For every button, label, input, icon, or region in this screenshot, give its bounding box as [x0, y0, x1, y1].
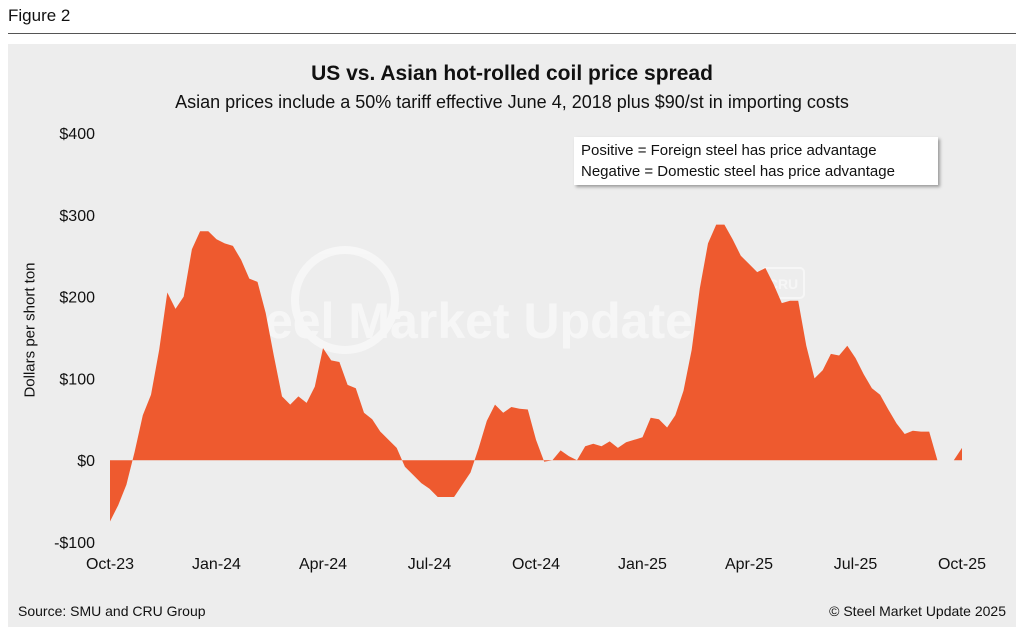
y-tick-label: -$100 — [54, 535, 95, 552]
legend-line-positive: Positive = Foreign steel has price advan… — [581, 142, 877, 159]
copyright-note: © Steel Market Update 2025 — [829, 603, 1006, 619]
y-tick-label: $200 — [59, 290, 95, 307]
x-tick-label: Jul-25 — [834, 556, 878, 573]
watermark: Steel Market Update CRU — [215, 246, 805, 354]
x-tick-label: Apr-24 — [299, 556, 347, 573]
chart-subtitle: Asian prices include a 50% tariff effect… — [175, 92, 849, 112]
y-axis-ticks: $400 $300 $200 $100 $0 -$100 — [54, 126, 95, 552]
y-tick-label: $400 — [59, 126, 95, 143]
x-tick-label: Apr-25 — [725, 556, 773, 573]
y-tick-label: $100 — [59, 371, 95, 388]
legend-box: Positive = Foreign steel has price advan… — [574, 137, 938, 185]
source-note: Source: SMU and CRU Group — [18, 603, 206, 619]
x-tick-label: Oct-23 — [86, 556, 134, 573]
spread-area — [110, 224, 962, 522]
y-axis-label: Dollars per short ton — [21, 262, 39, 398]
legend-line-negative: Negative = Domestic steel has price adva… — [581, 163, 895, 180]
x-tick-label: Jan-25 — [618, 556, 667, 573]
header-rule — [8, 33, 1016, 34]
y-tick-label: $0 — [77, 453, 95, 470]
x-tick-label: Oct-25 — [938, 556, 986, 573]
x-tick-label: Jan-24 — [192, 556, 241, 573]
watermark-badge: CRU — [768, 276, 798, 292]
chart-title: US vs. Asian hot-rolled coil price sprea… — [311, 62, 713, 85]
x-axis-ticks: Oct-23 Jan-24 Apr-24 Jul-24 Oct-24 Jan-25 Apr-… — [86, 556, 986, 573]
y-tick-label: $300 — [59, 208, 95, 225]
figure-label: Figure 2 — [8, 6, 71, 25]
x-tick-label: Jul-24 — [408, 556, 452, 573]
x-tick-label: Oct-24 — [512, 556, 560, 573]
watermark-text: Steel Market Update — [215, 293, 693, 349]
